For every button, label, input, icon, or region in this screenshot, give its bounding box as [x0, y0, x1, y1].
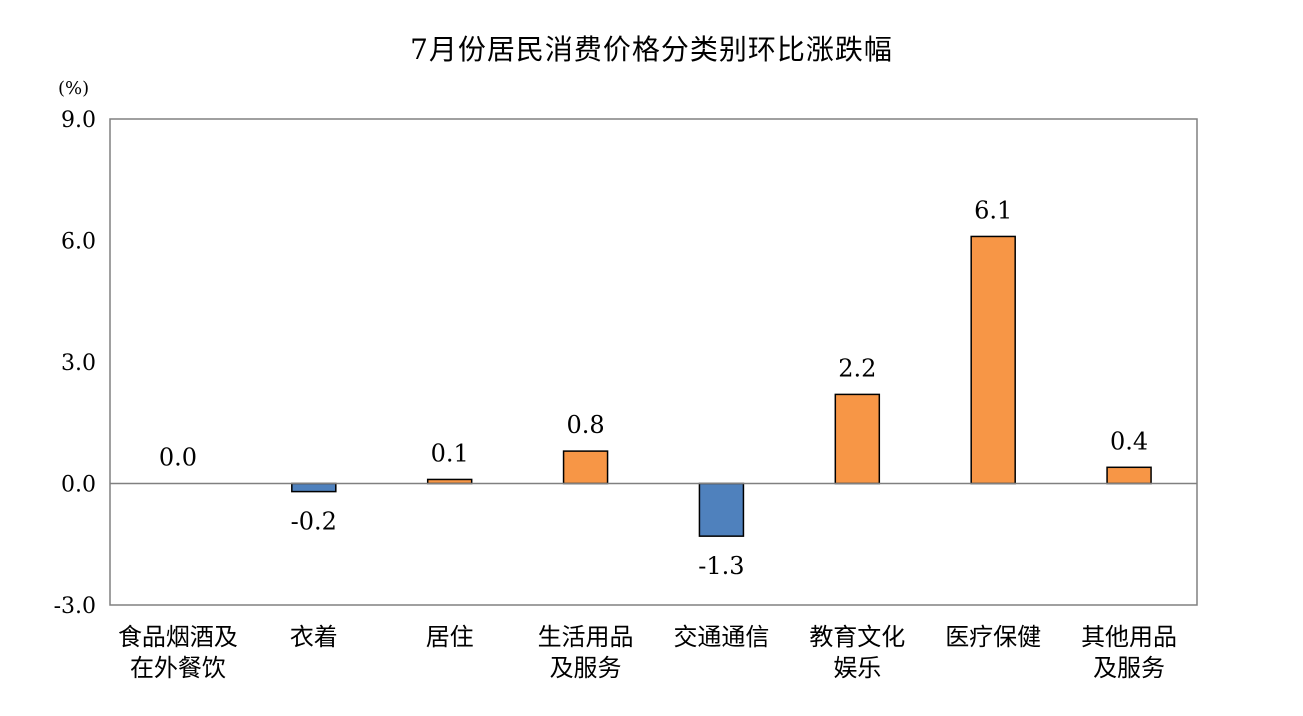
category-label: 居住 [426, 623, 474, 651]
chart-title: 7月份居民消费价格分类别环比涨跌幅 [410, 33, 893, 66]
category-label: 交通通信 [673, 623, 769, 651]
data-label: -0.2 [291, 508, 337, 536]
bar [562, 450, 609, 485]
data-label: 0.8 [566, 411, 604, 439]
category-label: 娱乐 [833, 654, 881, 682]
bar [291, 482, 337, 493]
bar [1106, 466, 1152, 485]
category-label: 衣着 [290, 623, 338, 651]
data-label: 2.2 [838, 354, 876, 382]
data-label: -1.3 [698, 552, 744, 580]
category-label: 及服务 [550, 654, 622, 682]
y-tick-label: -3.0 [54, 594, 96, 619]
data-label: 0.1 [431, 439, 469, 467]
category-label: 医疗保健 [945, 623, 1041, 651]
y-tick-label: 0.0 [61, 473, 96, 498]
bar [970, 235, 1016, 485]
data-label: 0.4 [1110, 427, 1148, 455]
y-tick-label: 3.0 [61, 351, 96, 376]
bar [834, 393, 881, 485]
bar [698, 482, 745, 537]
data-label: 0.0 [159, 444, 197, 472]
category-label: 生活用品 [538, 623, 634, 651]
category-label: 教育文化 [809, 623, 905, 651]
y-axis-unit-label: (%) [58, 78, 90, 99]
plot-frame [109, 118, 1198, 606]
category-label: 在外餐饮 [130, 654, 226, 682]
y-tick-label: 6.0 [61, 230, 96, 255]
y-tick-label: 9.0 [61, 108, 96, 133]
data-label: 6.1 [974, 196, 1012, 224]
category-label: 及服务 [1093, 654, 1165, 682]
category-label: 食品烟酒及 [118, 623, 238, 651]
category-label: 其他用品 [1081, 623, 1177, 651]
